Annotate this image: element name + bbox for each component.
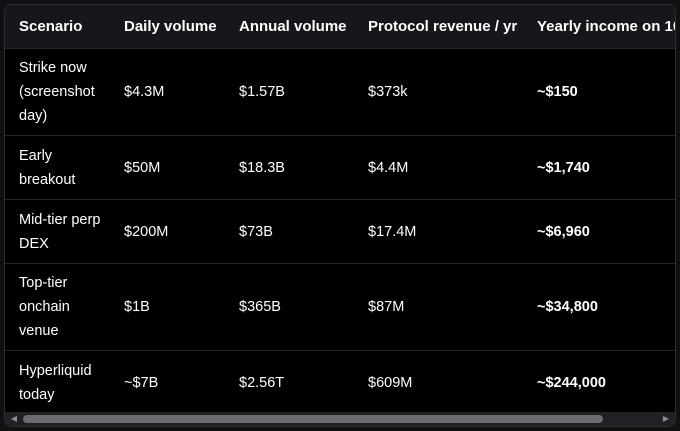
header-annual-volume: Annual volume — [225, 5, 354, 49]
cell-protocol-revenue: $373k — [354, 48, 523, 136]
cell-protocol-revenue: $87M — [354, 263, 523, 351]
triangle-right-icon[interactable]: ▶ — [662, 414, 670, 423]
cell-protocol-revenue: $609M — [354, 350, 523, 412]
cell-yearly-income: ~$34,800 — [523, 263, 675, 351]
cell-scenario: Strike now (screenshot day) — [5, 48, 110, 136]
cell-annual-volume: $73B — [225, 199, 354, 264]
cell-daily-volume: $4.3M — [110, 48, 225, 136]
scenario-table: Scenario Daily volume Annual volume Prot… — [5, 5, 675, 412]
cell-protocol-revenue: $17.4M — [354, 199, 523, 264]
cell-yearly-income: ~$6,960 — [523, 199, 675, 264]
cell-yearly-income: ~$1,740 — [523, 135, 675, 200]
cell-yearly-income: ~$244,000 — [523, 350, 675, 412]
header-yearly-income: Yearly income on 10k — [523, 5, 675, 49]
header-daily-volume: Daily volume — [110, 5, 225, 49]
cell-yearly-income: ~$150 — [523, 48, 675, 136]
table-row: Hyperliquid today ~$7B $2.56T $609M ~$24… — [5, 350, 675, 412]
header-row: Scenario Daily volume Annual volume Prot… — [5, 5, 675, 49]
cell-scenario: Early breakout — [5, 135, 110, 200]
table-row: Mid-tier perp DEX $200M $73B $17.4M ~$6,… — [5, 199, 675, 264]
table-header: Scenario Daily volume Annual volume Prot… — [5, 5, 675, 49]
table-viewport: Scenario Daily volume Annual volume Prot… — [5, 5, 675, 412]
cell-annual-volume: $1.57B — [225, 48, 354, 136]
cell-daily-volume: ~$7B — [110, 350, 225, 412]
triangle-left-icon[interactable]: ◀ — [10, 414, 18, 423]
cell-daily-volume: $1B — [110, 263, 225, 351]
table-row: Top-tier onchain venue $1B $365B $87M ~$… — [5, 263, 675, 351]
cell-scenario: Hyperliquid today — [5, 350, 110, 412]
table-container: Scenario Daily volume Annual volume Prot… — [4, 4, 676, 427]
horizontal-scrollbar[interactable]: ◀ ▶ — [5, 412, 675, 426]
cell-scenario: Mid-tier perp DEX — [5, 199, 110, 264]
header-protocol-revenue: Protocol revenue / yr — [354, 5, 523, 49]
scrollbar-thumb[interactable] — [23, 415, 603, 423]
cell-daily-volume: $50M — [110, 135, 225, 200]
cell-annual-volume: $2.56T — [225, 350, 354, 412]
cell-annual-volume: $365B — [225, 263, 354, 351]
table-row: Strike now (screenshot day) $4.3M $1.57B… — [5, 48, 675, 136]
header-scenario: Scenario — [5, 5, 110, 49]
cell-daily-volume: $200M — [110, 199, 225, 264]
cell-annual-volume: $18.3B — [225, 135, 354, 200]
cell-scenario: Top-tier onchain venue — [5, 263, 110, 351]
table-body: Strike now (screenshot day) $4.3M $1.57B… — [5, 48, 675, 412]
cell-protocol-revenue: $4.4M — [354, 135, 523, 200]
table-row: Early breakout $50M $18.3B $4.4M ~$1,740 — [5, 135, 675, 200]
